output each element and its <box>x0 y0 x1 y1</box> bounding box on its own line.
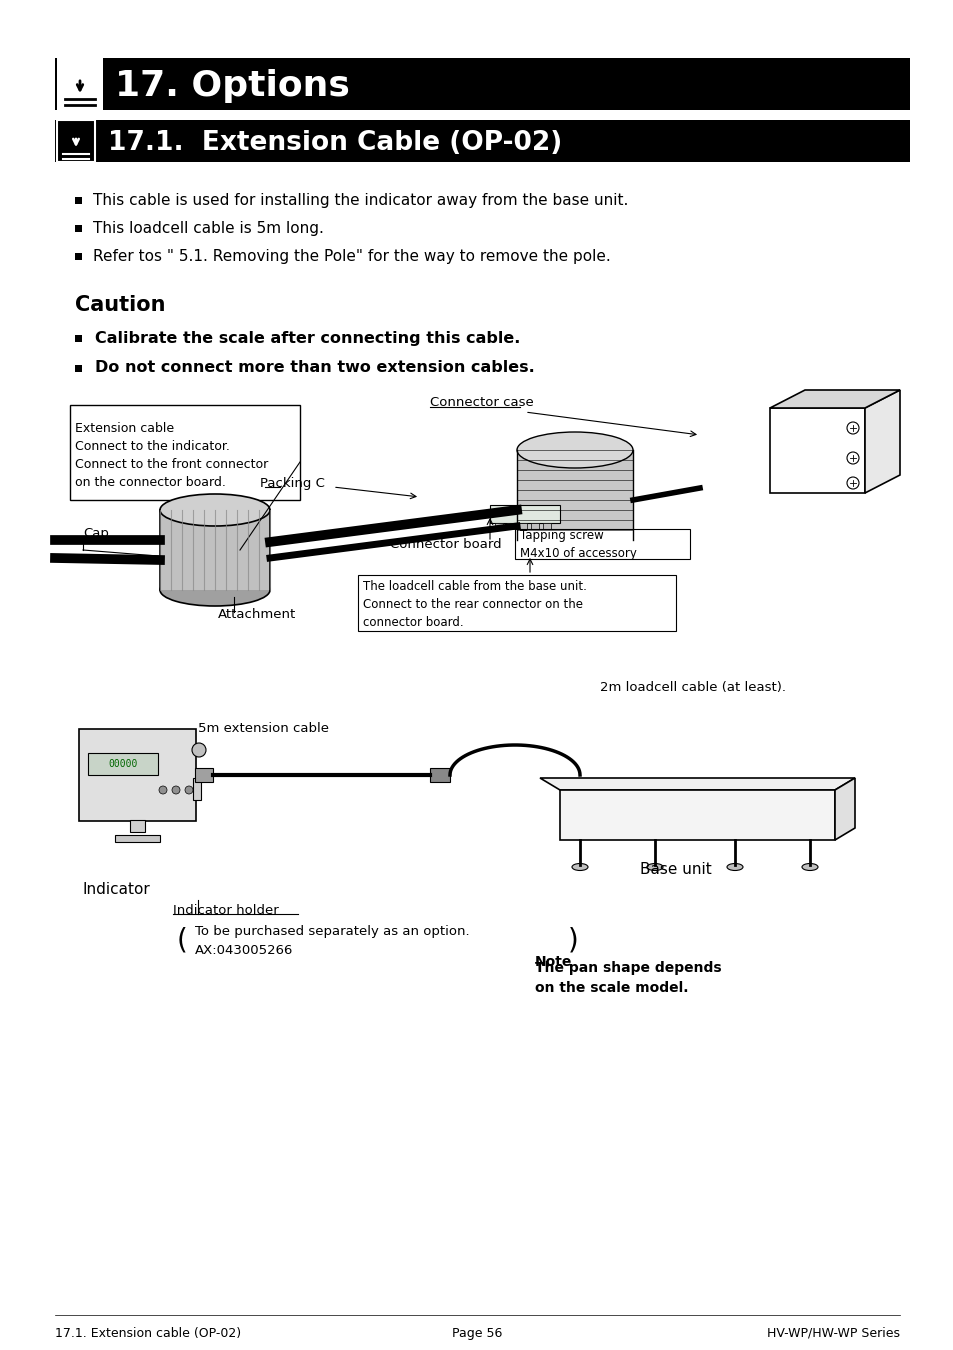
Text: Page 56: Page 56 <box>452 1327 501 1339</box>
Bar <box>57 120 95 162</box>
Bar <box>115 836 160 842</box>
Ellipse shape <box>726 864 742 871</box>
Text: Refer tos " 5.1. Removing the Pole" for the way to remove the pole.: Refer tos " 5.1. Removing the Pole" for … <box>92 248 610 263</box>
Bar <box>518 522 526 529</box>
Text: Packing C: Packing C <box>260 477 325 490</box>
Bar <box>490 505 559 522</box>
Text: 00000: 00000 <box>109 759 137 769</box>
Text: Base unit: Base unit <box>639 863 711 878</box>
Bar <box>130 819 145 832</box>
Bar <box>430 768 450 782</box>
Text: Tapping screw
M4x10 of accessory: Tapping screw M4x10 of accessory <box>519 529 637 560</box>
Text: The pan shape depends
on the scale model.: The pan shape depends on the scale model… <box>535 961 720 995</box>
Bar <box>57 58 103 109</box>
Ellipse shape <box>517 522 633 558</box>
FancyBboxPatch shape <box>79 729 195 821</box>
Text: ): ) <box>567 926 578 954</box>
Ellipse shape <box>646 864 662 871</box>
Text: Caution: Caution <box>75 296 165 315</box>
Circle shape <box>846 477 858 489</box>
Bar <box>515 529 689 559</box>
Text: To be purchased separately as an option.: To be purchased separately as an option. <box>194 926 469 938</box>
Polygon shape <box>834 778 854 840</box>
Text: 5m extension cable: 5m extension cable <box>198 721 329 734</box>
Bar <box>55 58 909 109</box>
Polygon shape <box>864 390 899 493</box>
Text: Connector board: Connector board <box>390 539 501 552</box>
Text: Extension cable
Connect to the indicator.
Connect to the front connector
on the : Extension cable Connect to the indicator… <box>75 423 268 489</box>
Text: The loadcell cable from the base unit.
Connect to the rear connector on the
conn: The loadcell cable from the base unit. C… <box>363 580 586 629</box>
Ellipse shape <box>517 432 633 468</box>
Ellipse shape <box>160 494 270 526</box>
Bar <box>194 768 213 782</box>
Bar <box>542 522 551 529</box>
Circle shape <box>846 452 858 464</box>
Text: Connector case: Connector case <box>430 396 533 409</box>
Text: 17. Options: 17. Options <box>115 69 350 103</box>
Text: 17.1. Extension cable (OP-02): 17.1. Extension cable (OP-02) <box>55 1327 241 1339</box>
Bar <box>160 510 270 590</box>
Text: Do not connect more than two extension cables.: Do not connect more than two extension c… <box>95 360 535 375</box>
Text: AX:043005266: AX:043005266 <box>194 944 294 957</box>
Polygon shape <box>539 778 854 790</box>
Text: Calibrate the scale after connecting this cable.: Calibrate the scale after connecting thi… <box>95 331 519 346</box>
Bar <box>75 364 82 371</box>
Text: 2m loadcell cable (at least).: 2m loadcell cable (at least). <box>599 682 785 694</box>
Ellipse shape <box>572 864 587 871</box>
Polygon shape <box>559 790 834 840</box>
Text: This loadcell cable is 5m long.: This loadcell cable is 5m long. <box>92 220 323 235</box>
Polygon shape <box>769 390 899 408</box>
Circle shape <box>192 743 206 757</box>
Text: Attachment: Attachment <box>218 609 296 621</box>
Text: (: ( <box>176 926 187 954</box>
Bar <box>495 522 502 529</box>
Ellipse shape <box>801 864 817 871</box>
Text: Note: Note <box>535 954 572 969</box>
Bar <box>75 224 82 231</box>
Text: 17.1.  Extension Cable (OP-02): 17.1. Extension Cable (OP-02) <box>108 130 561 157</box>
Text: Indicator: Indicator <box>83 883 151 898</box>
Bar <box>55 120 909 162</box>
Circle shape <box>185 786 193 794</box>
Circle shape <box>159 786 167 794</box>
Bar <box>193 778 201 801</box>
Text: HV-WP/HW-WP Series: HV-WP/HW-WP Series <box>766 1327 899 1339</box>
Ellipse shape <box>160 574 270 606</box>
Bar <box>517 450 633 540</box>
Bar <box>75 335 82 342</box>
Bar <box>75 197 82 204</box>
Bar <box>531 522 538 529</box>
Bar <box>769 408 864 493</box>
Text: Cap: Cap <box>83 526 109 540</box>
Text: This cable is used for installing the indicator away from the base unit.: This cable is used for installing the in… <box>92 193 628 208</box>
Bar <box>357 575 676 630</box>
Circle shape <box>172 786 180 794</box>
Bar <box>506 522 515 529</box>
Text: Indicator holder: Indicator holder <box>172 903 278 917</box>
Bar <box>88 753 158 775</box>
Circle shape <box>846 423 858 433</box>
Bar <box>75 252 82 259</box>
